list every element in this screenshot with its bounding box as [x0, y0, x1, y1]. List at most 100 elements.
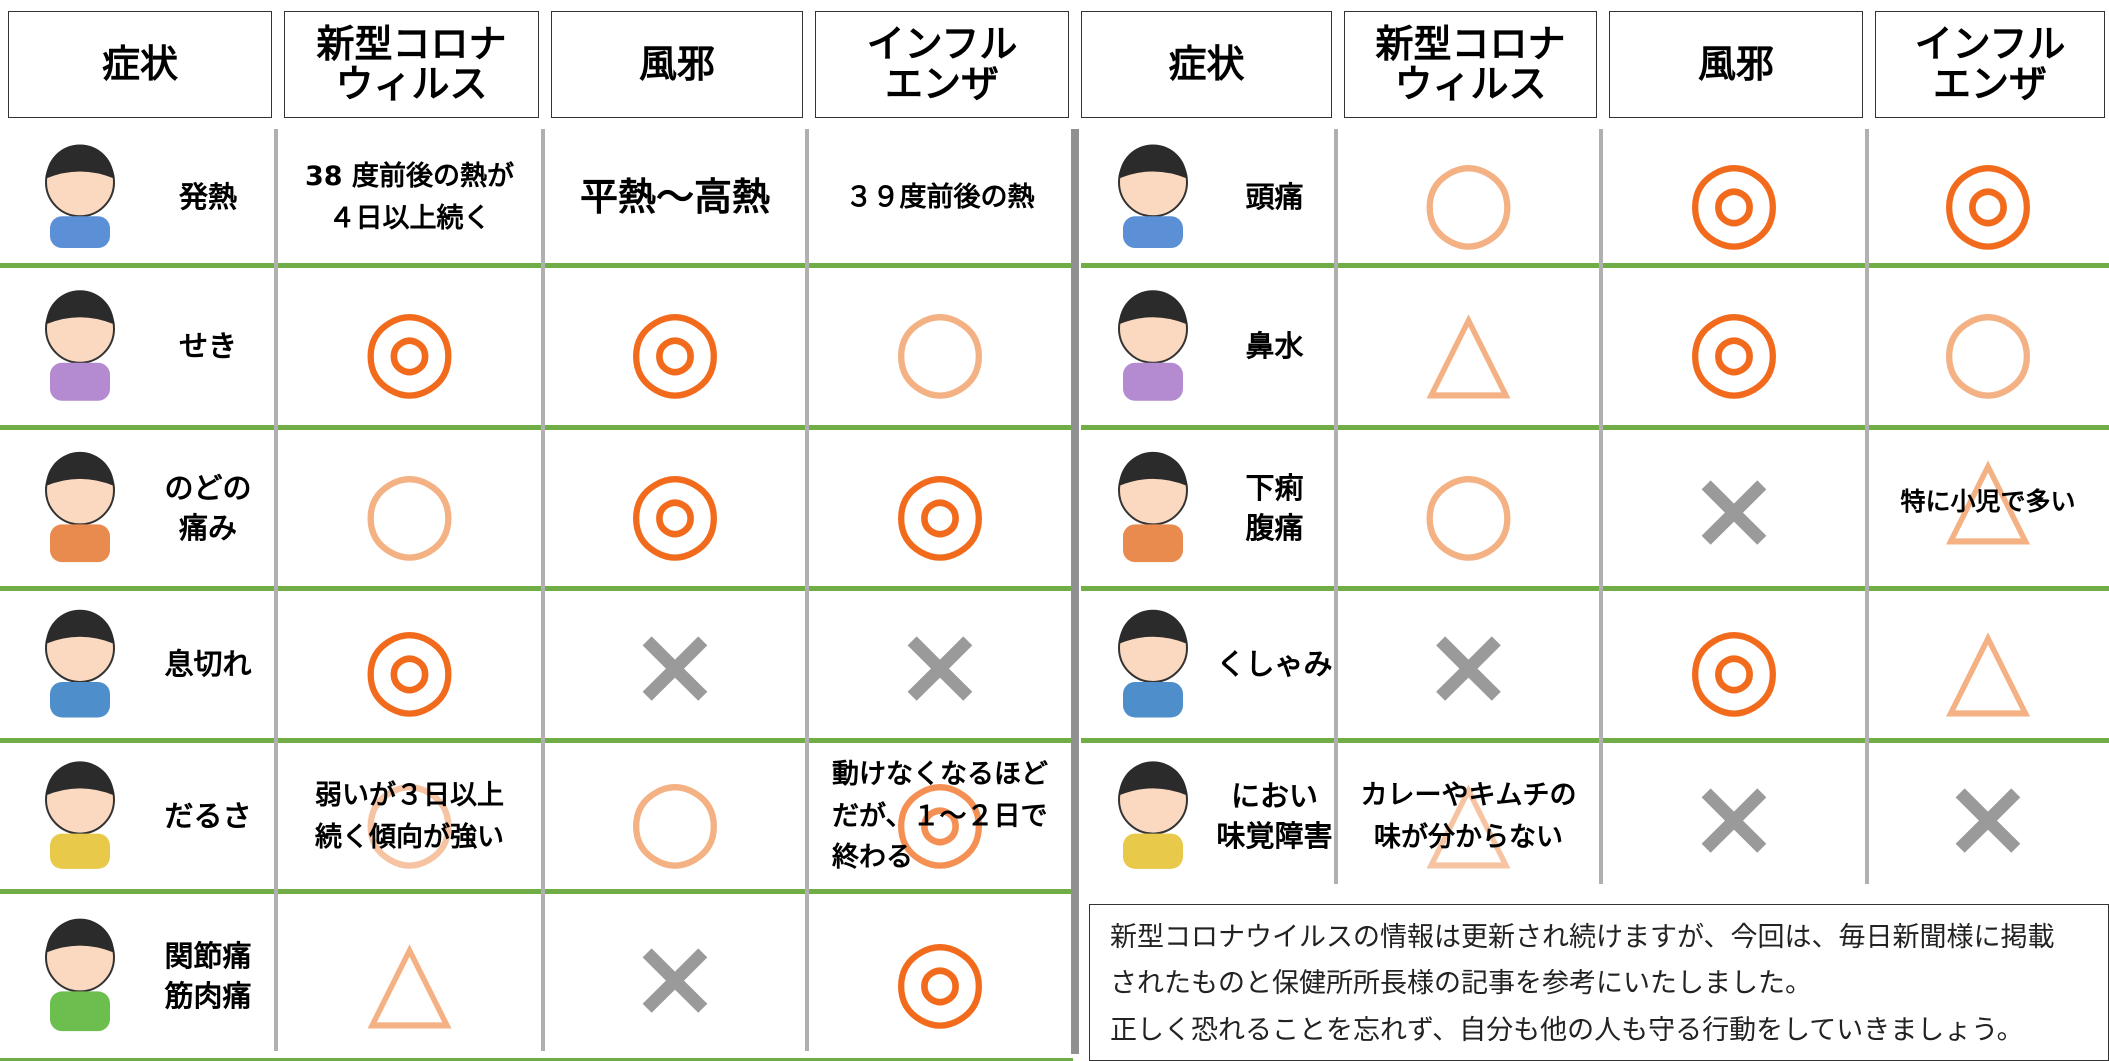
illustration [45, 761, 115, 869]
table-cell: × [1601, 741, 1867, 892]
table-cell: ◎ [276, 589, 543, 741]
table-cell: △ [1867, 589, 2109, 741]
symptom-cell: 発熱 [0, 129, 276, 266]
header-cell: インフル エンザ [815, 11, 1069, 118]
symptom-text: のどの 痛み [164, 471, 252, 545]
symptom-label: 関節痛 筋肉痛 [140, 892, 276, 1061]
rating-mark: ○ [1420, 133, 1517, 262]
rating-mark: △ [1426, 752, 1511, 881]
rating-mark: ◎ [1686, 133, 1782, 262]
symptom-text: 息切れ [164, 647, 252, 682]
table-cell: △ カレーやキムチの 味が分からない [1336, 741, 1601, 892]
note-line: されたものと保健所所長様の記事を参考にいたしました。 [1110, 968, 1812, 1000]
rating-mark: × [1687, 752, 1781, 881]
symptom-text: せき [178, 329, 237, 364]
table-cell: △ 特に小児で多い [1867, 428, 2109, 589]
rating-mark: ◎ [627, 283, 723, 411]
rating-mark: ◎ [1686, 283, 1782, 411]
symptom-cell: せき [0, 266, 276, 428]
cell-text: ３９度前後の熱 [845, 181, 1035, 213]
table-cell: ◎ [807, 892, 1073, 1061]
symptom-label: におい 味覚障害 [1213, 741, 1336, 892]
table-cell: ○ [1336, 428, 1601, 589]
table-cell: ○ [1336, 129, 1601, 266]
symptom-text: におい 味覚障害 [1216, 779, 1333, 853]
rating-mark: ◎ [361, 601, 458, 729]
note-box: 新型コロナウイルスの情報は更新され続けますが、今回は、毎日新聞様に掲載 されたもの… [1089, 904, 2109, 1061]
rating-mark: ○ [627, 752, 723, 881]
rating-mark: × [628, 601, 722, 729]
table-cell: ◎ [807, 428, 1073, 589]
column-divider [1334, 129, 1338, 884]
rating-mark: ○ [361, 752, 458, 881]
table-cell: ◎ [1867, 129, 2109, 266]
symptom-cell: 鼻水 [1073, 266, 1336, 428]
table-cell: ○ [1867, 266, 2109, 428]
rating-mark: △ [1426, 283, 1511, 411]
table-cell: △ [276, 892, 543, 1061]
column-divider [541, 129, 545, 1051]
symptom-label: 息切れ [140, 589, 276, 741]
rating-mark: △ [1945, 601, 2031, 729]
header-cell: 風邪 [551, 11, 803, 118]
rating-mark: × [893, 601, 987, 729]
table-cell: ◎ [1601, 589, 1867, 741]
symptom-label: せき [140, 266, 276, 428]
symptom-text: 頭痛 [1245, 179, 1304, 214]
cell-text: 平熱～高熱 [579, 175, 770, 220]
symptom-cell: におい 味覚障害 [1073, 741, 1336, 892]
illustration [45, 451, 115, 563]
symptom-text: 下痢 腹痛 [1245, 471, 1304, 545]
rating-mark: ◎ [892, 912, 988, 1041]
symptom-label: のどの 痛み [140, 428, 276, 589]
symptom-text: 鼻水 [1245, 329, 1304, 364]
table-cell: × [543, 892, 807, 1061]
note-line: 正しく恐れることを忘れず、自分も他の人も守る行動をしていきましょう。 [1110, 1014, 2024, 1046]
symptom-label: 発熱 [140, 129, 276, 266]
table-cell: ◎ [543, 428, 807, 589]
column-divider [1599, 129, 1603, 884]
rating-mark: ◎ [1686, 601, 1782, 729]
rating-mark: ○ [1940, 283, 2036, 411]
symptom-text: 関節痛 筋肉痛 [164, 939, 252, 1013]
table-cell: 38 度前後の熱が ４日以上続く [276, 129, 543, 266]
table-cell: △ [1336, 266, 1601, 428]
header-cell: インフル エンザ [1875, 11, 2105, 118]
table-cell: ◎ [543, 266, 807, 428]
column-divider [274, 129, 278, 1051]
row-divider [0, 738, 1073, 743]
symptom-text: くしゃみ [1216, 647, 1333, 682]
rating-mark: ◎ [892, 752, 988, 881]
rating-mark: × [1941, 752, 2035, 881]
rating-mark: ○ [1420, 444, 1517, 573]
symptom-label: 鼻水 [1213, 266, 1336, 428]
illustration [1118, 290, 1188, 401]
table-cell: ○ [276, 428, 543, 589]
symptom-cell: 頭痛 [1073, 129, 1336, 266]
row-divider [1081, 738, 2109, 743]
row-divider [0, 1058, 1073, 1061]
header-cell: 症状 [1081, 11, 1332, 118]
column-divider [805, 129, 809, 1051]
symptom-label: 頭痛 [1213, 129, 1336, 266]
cell-text: 38 度前後の熱が ４日以上続く [305, 160, 514, 234]
table-cell: × [807, 589, 1073, 741]
row-divider [1081, 586, 2109, 591]
header-cell: 新型コロナ ウィルス [284, 11, 539, 118]
symptom-label: くしゃみ [1213, 589, 1336, 741]
illustration [1118, 451, 1188, 563]
table-cell: × [1867, 741, 2109, 892]
symptom-cell: のどの 痛み [0, 428, 276, 589]
rating-mark: × [1422, 601, 1515, 729]
table-cell: ◎ 動けなくなるほど だが、１～２日で 終わる [807, 741, 1073, 892]
rating-mark: ○ [892, 283, 988, 411]
table-cell: ○ [543, 741, 807, 892]
table-cell: ◎ [276, 266, 543, 428]
symptom-text: 発熱 [178, 179, 237, 214]
header-cell: 風邪 [1609, 11, 1863, 118]
symptom-cell: 関節痛 筋肉痛 [0, 892, 276, 1061]
illustration [45, 609, 115, 718]
row-divider [0, 425, 1073, 430]
illustration [45, 290, 115, 401]
illustration [1118, 761, 1188, 869]
